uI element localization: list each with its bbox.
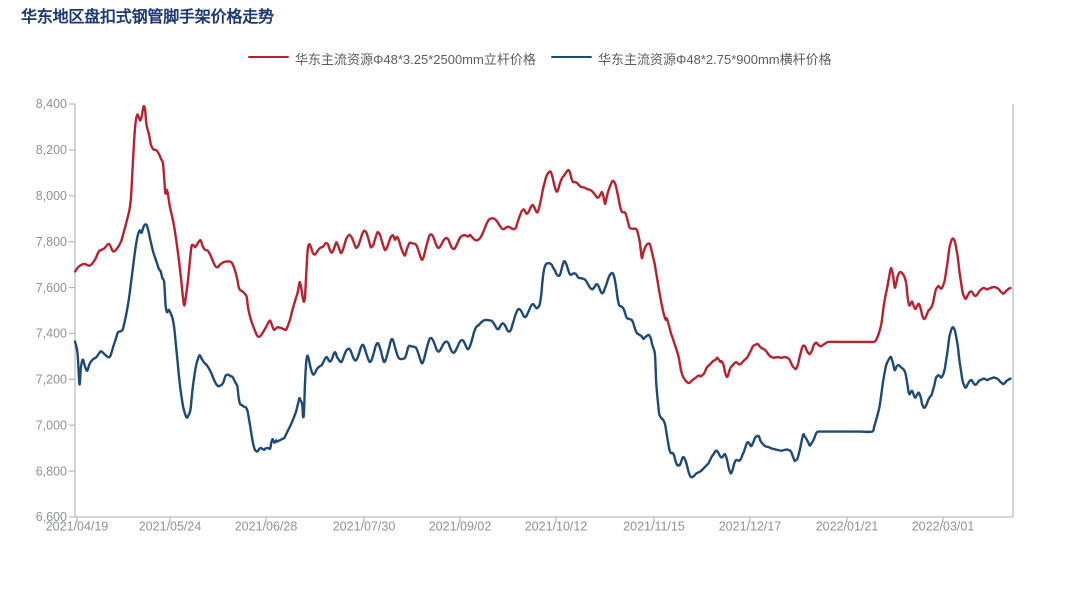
svg-text:8,000: 8,000 — [36, 189, 67, 203]
svg-text:2021/06/28: 2021/06/28 — [235, 520, 298, 534]
svg-text:2021/05/24: 2021/05/24 — [139, 520, 202, 534]
svg-text:8,200: 8,200 — [36, 143, 67, 157]
svg-text:7,400: 7,400 — [36, 327, 67, 341]
svg-text:2021/07/30: 2021/07/30 — [333, 520, 396, 534]
svg-text:2021/11/15: 2021/11/15 — [623, 520, 685, 534]
svg-text:7,800: 7,800 — [36, 235, 67, 249]
svg-text:2021/09/02: 2021/09/02 — [429, 520, 492, 534]
svg-text:2021/10/12: 2021/10/12 — [525, 520, 588, 534]
svg-text:6,800: 6,800 — [36, 464, 67, 478]
svg-text:7,600: 7,600 — [36, 281, 67, 295]
svg-text:7,200: 7,200 — [36, 373, 67, 387]
svg-text:7,000: 7,000 — [36, 418, 67, 432]
svg-text:2021/12/17: 2021/12/17 — [719, 520, 782, 534]
svg-text:6,600: 6,600 — [36, 510, 67, 524]
svg-text:2022/01/21: 2022/01/21 — [816, 520, 879, 534]
svg-text:8,400: 8,400 — [36, 97, 67, 111]
svg-text:2021/04/19: 2021/04/19 — [46, 520, 109, 534]
svg-text:2022/03/01: 2022/03/01 — [912, 520, 975, 534]
